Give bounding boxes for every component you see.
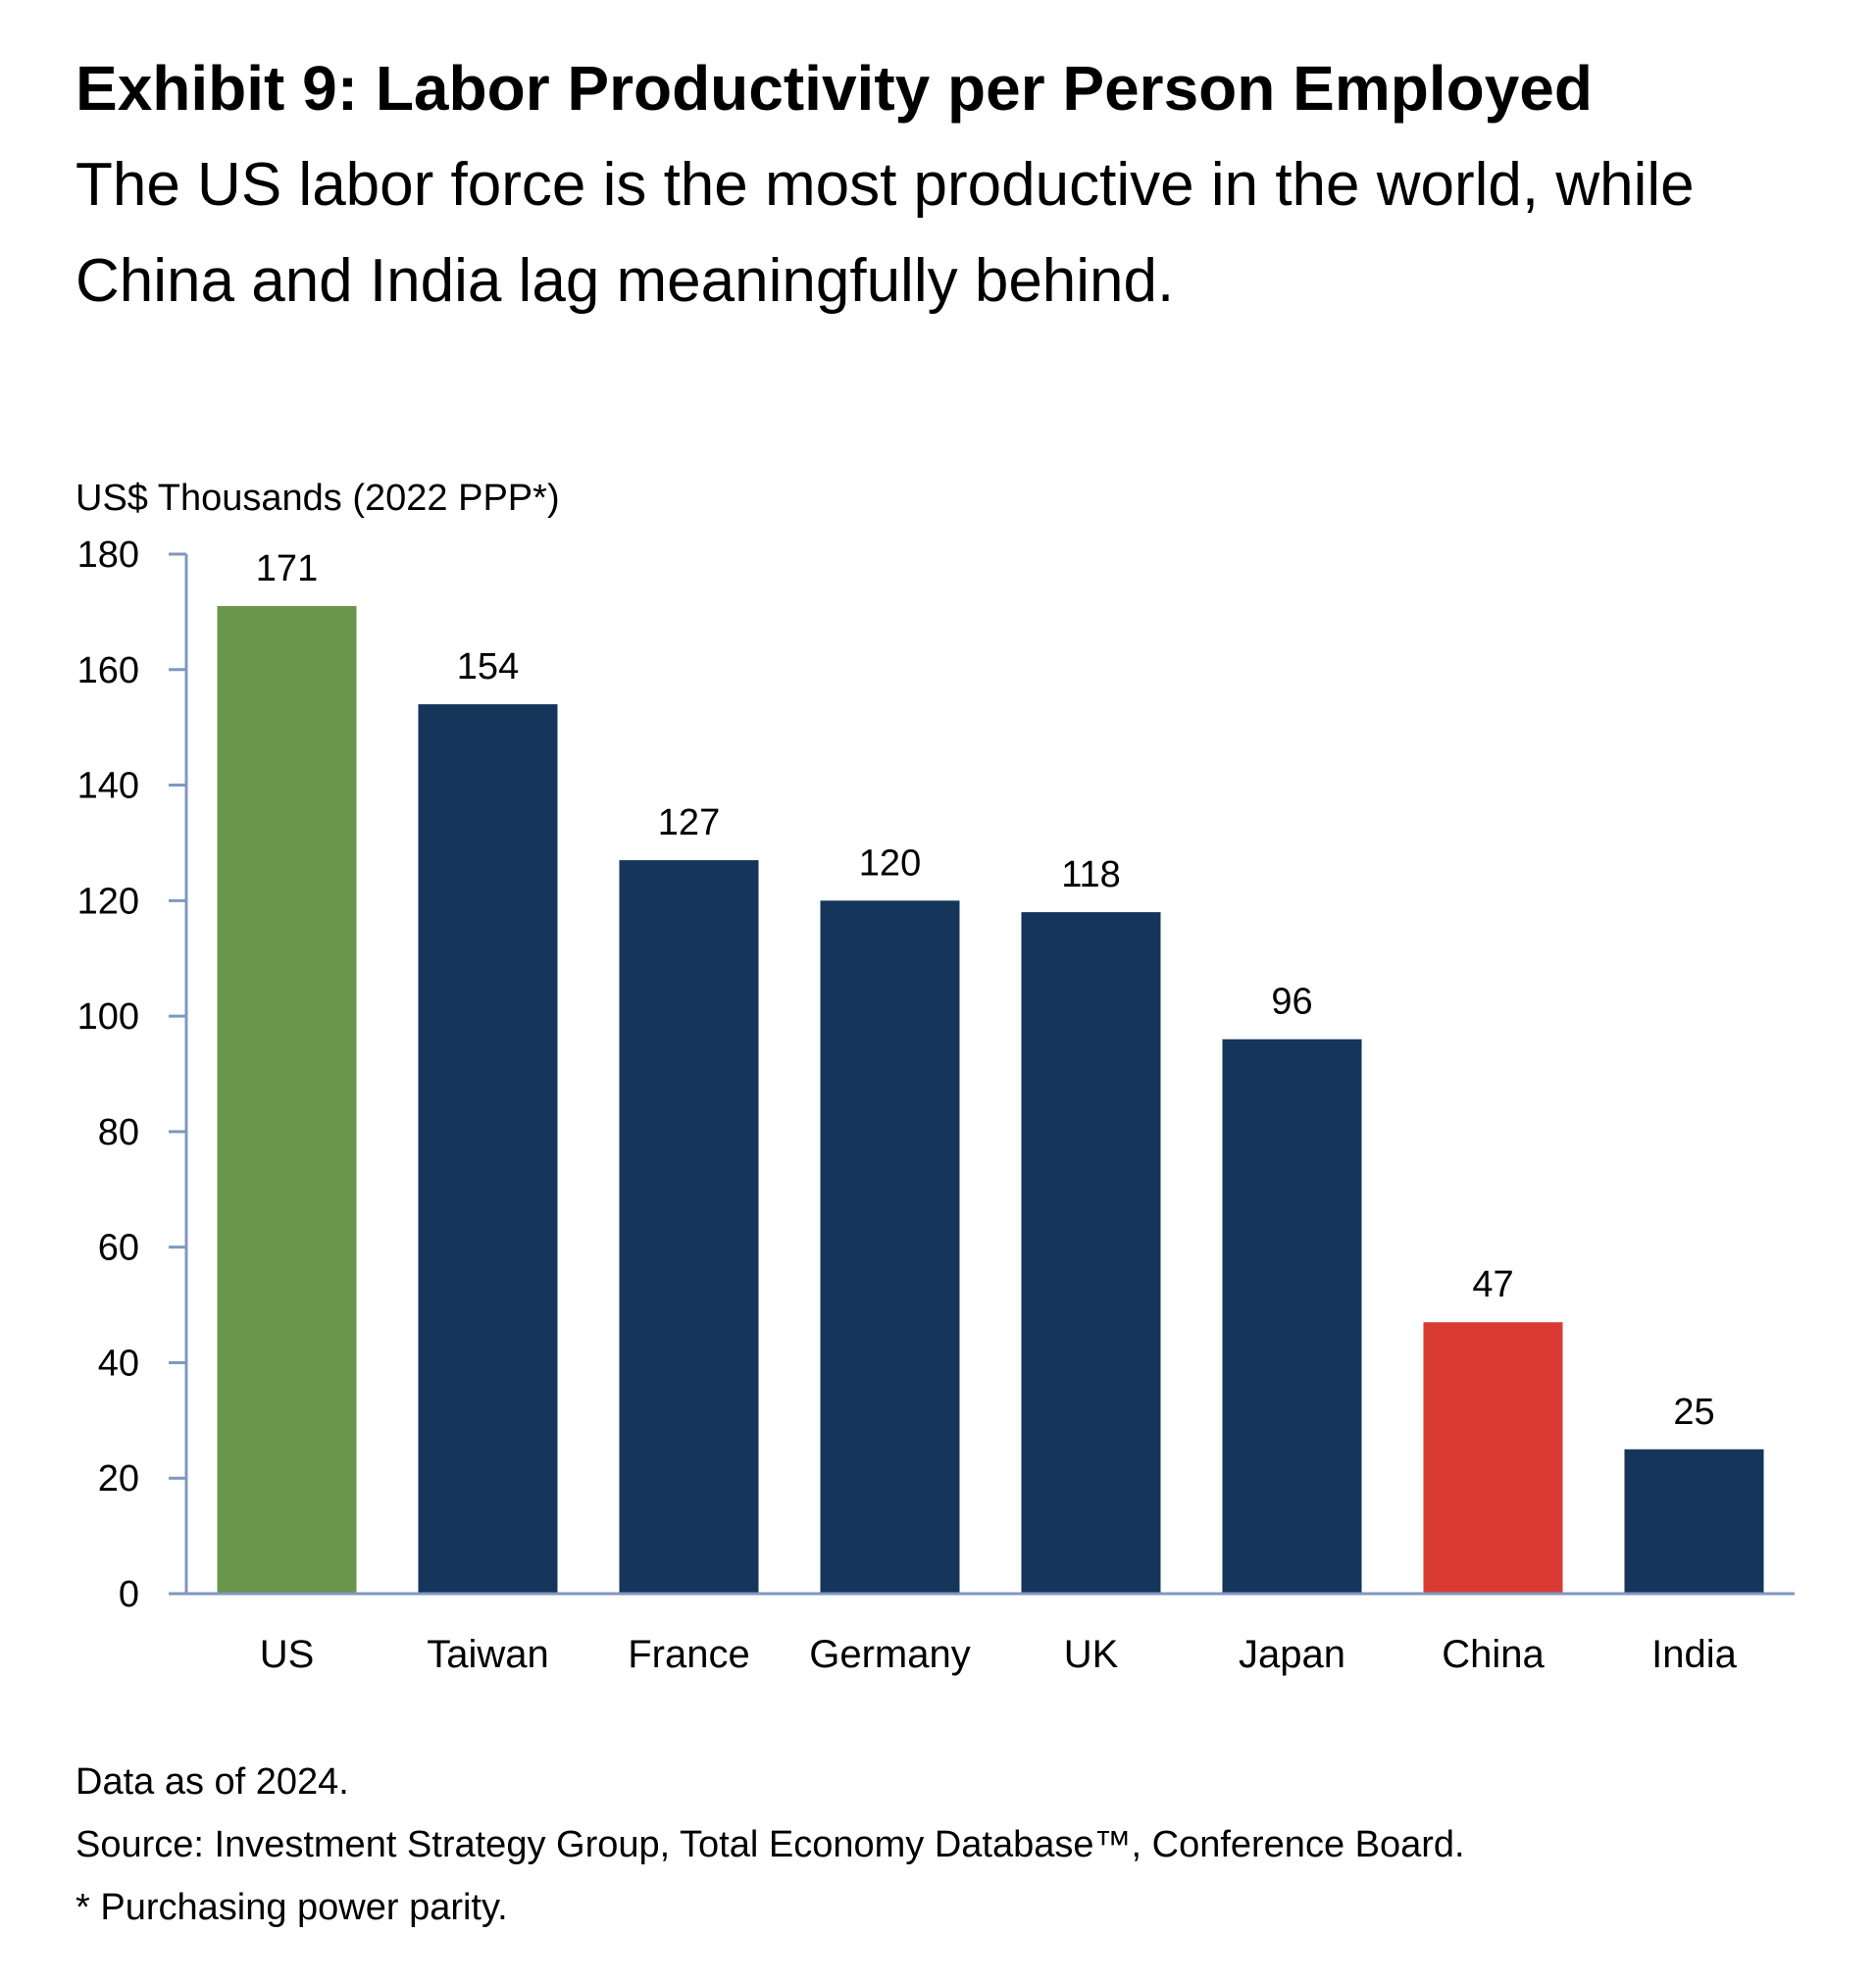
chart-subtitle: The US labor force is the most productiv… [76, 151, 1695, 315]
data-label: 96 [1271, 982, 1312, 1023]
chart-title: Exhibit 9: Labor Productivity per Person… [76, 53, 1593, 124]
x-tick-label: Taiwan [427, 1633, 549, 1676]
data-label: 171 [256, 548, 318, 589]
data-label: 47 [1472, 1264, 1513, 1305]
y-tick-label: 80 [98, 1112, 139, 1153]
y-tick-label: 180 [77, 534, 139, 576]
data-label: 154 [457, 646, 519, 687]
y-tick-label: 140 [77, 766, 139, 807]
x-tick-label: India [1651, 1633, 1737, 1676]
bar-japan [1222, 1039, 1362, 1594]
bar-france [619, 860, 759, 1594]
x-tick-label: France [628, 1633, 750, 1676]
bars-group [217, 606, 1764, 1594]
y-tick-label: 40 [98, 1343, 139, 1384]
x-tick-label: UK [1064, 1633, 1119, 1676]
data-as-of-note: Data as of 2024. [76, 1761, 349, 1803]
data-label: 127 [658, 802, 720, 843]
data-label: 118 [1061, 854, 1121, 895]
x-tick-label: Japan [1239, 1633, 1345, 1676]
y-tick-label: 0 [119, 1574, 139, 1615]
bar-taiwan [418, 704, 558, 1594]
x-tick-label: US [260, 1633, 315, 1676]
ppp-note: * Purchasing power parity. [76, 1887, 508, 1928]
bar-uk [1021, 912, 1161, 1594]
bar-china [1423, 1322, 1563, 1594]
bar-india [1624, 1449, 1764, 1594]
bar-us [217, 606, 357, 1594]
y-tick-label: 100 [77, 996, 139, 1038]
y-tick-label: 120 [77, 881, 139, 922]
y-axis-ticks: 0 20 40 60 80 100 120 140 160 180 [77, 534, 186, 1615]
data-labels-group: 171 154 127 120 118 96 47 25 [256, 548, 1715, 1433]
data-label: 120 [859, 842, 921, 884]
y-tick-label: 60 [98, 1228, 139, 1269]
x-tick-label: China [1442, 1633, 1545, 1676]
x-tick-label: Germany [809, 1633, 971, 1676]
y-tick-label: 20 [98, 1458, 139, 1500]
y-tick-label: 160 [77, 650, 139, 691]
bar-germany [820, 900, 960, 1594]
y-axis-label: US$ Thousands (2022 PPP*) [76, 478, 560, 519]
data-label: 25 [1673, 1392, 1714, 1433]
source-note: Source: Investment Strategy Group, Total… [76, 1824, 1465, 1865]
footnotes: Data as of 2024. Source: Investment Stra… [76, 1751, 1841, 1939]
x-axis-labels: US Taiwan France Germany UK Japan China India [260, 1633, 1738, 1676]
